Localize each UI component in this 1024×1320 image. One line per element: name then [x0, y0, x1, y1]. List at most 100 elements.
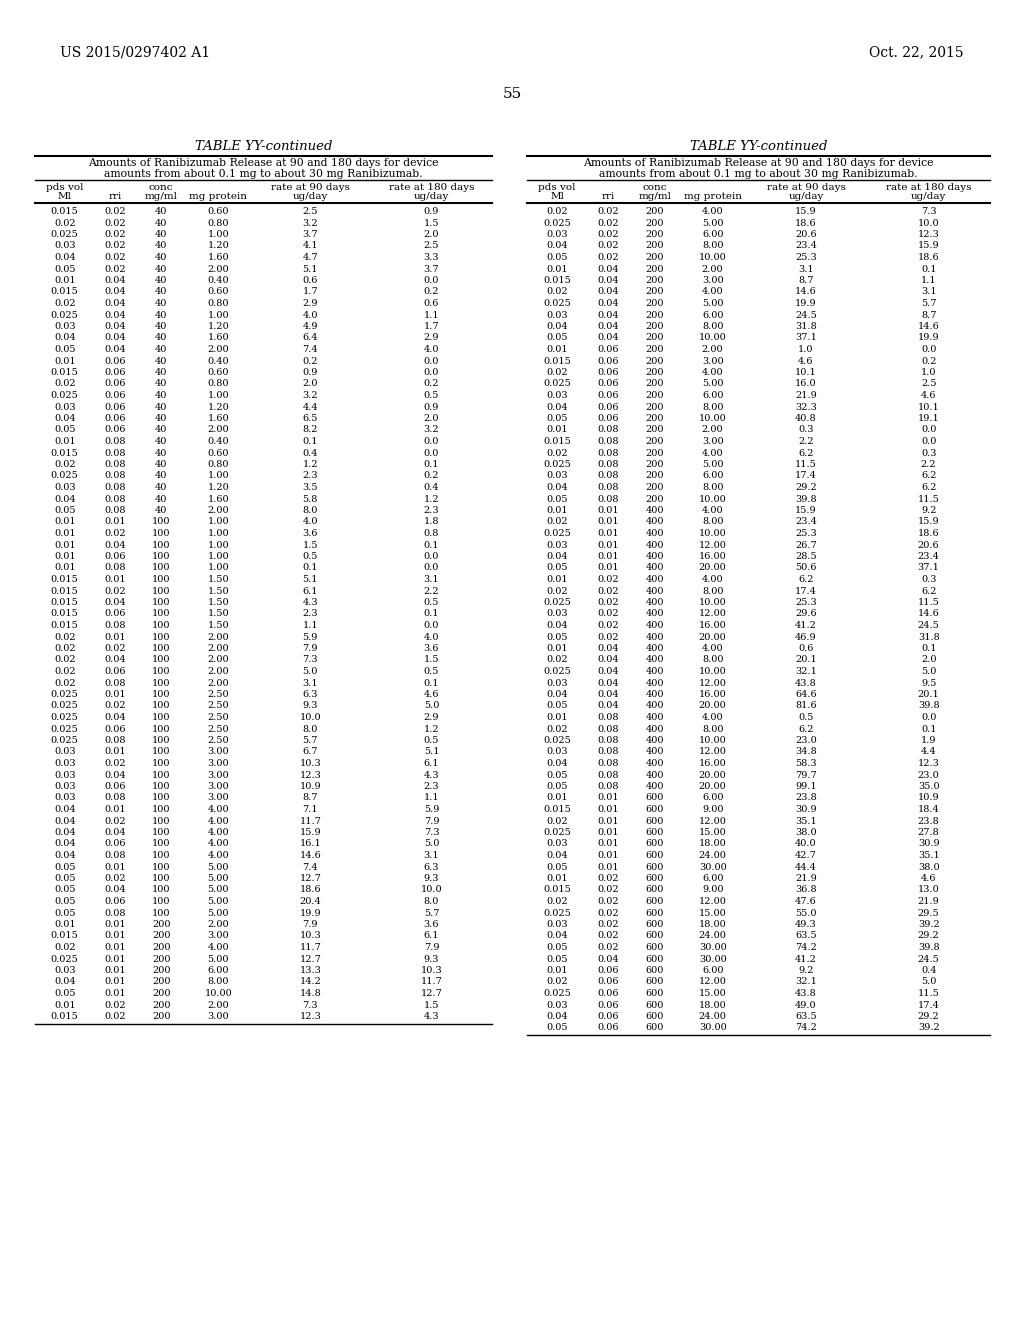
Text: 0.05: 0.05: [547, 414, 568, 422]
Text: 0.02: 0.02: [546, 817, 568, 825]
Text: 31.8: 31.8: [918, 632, 940, 642]
Text: 4.9: 4.9: [303, 322, 318, 331]
Text: 200: 200: [645, 276, 664, 285]
Text: 1.00: 1.00: [208, 540, 229, 549]
Text: 32.1: 32.1: [795, 667, 817, 676]
Text: 40: 40: [155, 471, 167, 480]
Text: 0.04: 0.04: [54, 414, 76, 422]
Text: 200: 200: [645, 414, 664, 422]
Text: 0.4: 0.4: [921, 966, 936, 975]
Text: 3.00: 3.00: [208, 771, 229, 780]
Text: 28.5: 28.5: [796, 552, 817, 561]
Text: 0.015: 0.015: [51, 610, 79, 619]
Text: 100: 100: [152, 690, 170, 700]
Text: rate at 180 days: rate at 180 days: [886, 183, 972, 191]
Text: 1.60: 1.60: [208, 495, 229, 503]
Text: 0.08: 0.08: [104, 471, 126, 480]
Text: 11.7: 11.7: [421, 978, 442, 986]
Text: 0.01: 0.01: [54, 437, 76, 446]
Text: 99.1: 99.1: [796, 781, 817, 791]
Text: 2.5: 2.5: [424, 242, 439, 251]
Text: 0.6: 0.6: [799, 644, 814, 653]
Text: 5.7: 5.7: [303, 737, 318, 744]
Text: 5.0: 5.0: [921, 978, 936, 986]
Text: 6.00: 6.00: [701, 310, 723, 319]
Text: 39.2: 39.2: [918, 920, 940, 929]
Text: 14.6: 14.6: [918, 322, 940, 331]
Text: 0.04: 0.04: [104, 288, 126, 297]
Text: 81.6: 81.6: [796, 701, 817, 710]
Text: 18.6: 18.6: [918, 253, 939, 261]
Text: 0.06: 0.06: [104, 414, 126, 422]
Text: 2.00: 2.00: [208, 425, 229, 434]
Text: 0.02: 0.02: [104, 701, 126, 710]
Text: 21.9: 21.9: [795, 874, 817, 883]
Text: 5.9: 5.9: [424, 805, 439, 814]
Text: 1.00: 1.00: [208, 230, 229, 239]
Text: 5.0: 5.0: [424, 701, 439, 710]
Text: 0.08: 0.08: [597, 713, 618, 722]
Text: 16.00: 16.00: [698, 759, 727, 768]
Text: 13.3: 13.3: [299, 966, 322, 975]
Text: 1.1: 1.1: [424, 310, 439, 319]
Text: 0.01: 0.01: [54, 540, 76, 549]
Text: 4.00: 4.00: [701, 449, 724, 458]
Text: 0.40: 0.40: [208, 276, 229, 285]
Text: 0.02: 0.02: [597, 242, 618, 251]
Text: 6.1: 6.1: [424, 759, 439, 768]
Text: 0.02: 0.02: [597, 207, 618, 216]
Text: 19.1: 19.1: [918, 414, 940, 422]
Text: 0.03: 0.03: [546, 920, 568, 929]
Text: 3.00: 3.00: [701, 276, 724, 285]
Text: 1.20: 1.20: [208, 483, 229, 492]
Text: 0.02: 0.02: [546, 517, 568, 527]
Text: 63.5: 63.5: [796, 932, 817, 940]
Text: 16.00: 16.00: [698, 690, 727, 700]
Text: 1.20: 1.20: [208, 322, 229, 331]
Text: 9.3: 9.3: [424, 874, 439, 883]
Text: 6.4: 6.4: [303, 334, 318, 342]
Text: 0.01: 0.01: [54, 552, 76, 561]
Text: 2.0: 2.0: [424, 414, 439, 422]
Text: 5.1: 5.1: [303, 576, 318, 583]
Text: 40: 40: [155, 391, 167, 400]
Text: 14.6: 14.6: [299, 851, 322, 861]
Text: 0.04: 0.04: [104, 886, 126, 895]
Text: 0.9: 0.9: [303, 368, 318, 378]
Text: 0.05: 0.05: [54, 506, 76, 515]
Text: 200: 200: [645, 334, 664, 342]
Text: 600: 600: [645, 932, 664, 940]
Text: 0.02: 0.02: [546, 288, 568, 297]
Text: 0.015: 0.015: [543, 276, 571, 285]
Text: 100: 100: [152, 586, 170, 595]
Text: 100: 100: [152, 701, 170, 710]
Text: 0.01: 0.01: [104, 920, 126, 929]
Text: 0.02: 0.02: [104, 1012, 126, 1020]
Text: 0.04: 0.04: [54, 851, 76, 861]
Text: 0.02: 0.02: [597, 230, 618, 239]
Text: 4.4: 4.4: [302, 403, 318, 412]
Text: 0.6: 0.6: [303, 276, 318, 285]
Text: 18.00: 18.00: [698, 920, 727, 929]
Text: 400: 400: [645, 540, 664, 549]
Text: 20.00: 20.00: [698, 701, 727, 710]
Text: 4.0: 4.0: [424, 632, 439, 642]
Text: 0.04: 0.04: [597, 678, 618, 688]
Text: 0.025: 0.025: [543, 908, 571, 917]
Text: 0.02: 0.02: [546, 978, 568, 986]
Text: 9.2: 9.2: [798, 966, 814, 975]
Text: 0.05: 0.05: [547, 495, 568, 503]
Text: 16.00: 16.00: [698, 552, 727, 561]
Text: TABLE YY-continued: TABLE YY-continued: [690, 140, 827, 153]
Text: pds vol: pds vol: [46, 183, 83, 191]
Text: 27.8: 27.8: [918, 828, 940, 837]
Text: 1.50: 1.50: [208, 586, 229, 595]
Text: 2.00: 2.00: [208, 678, 229, 688]
Text: 40: 40: [155, 380, 167, 388]
Text: 0.01: 0.01: [597, 805, 618, 814]
Text: 400: 400: [645, 667, 664, 676]
Text: 19.9: 19.9: [796, 300, 817, 308]
Text: 8.00: 8.00: [701, 322, 723, 331]
Text: 4.0: 4.0: [303, 310, 318, 319]
Text: 0.04: 0.04: [597, 644, 618, 653]
